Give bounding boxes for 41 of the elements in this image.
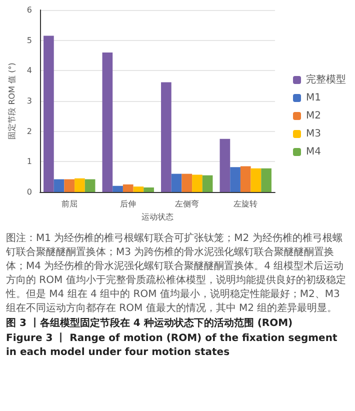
y-tick-label: 6 — [26, 6, 32, 14]
y-tick-label: 2 — [26, 126, 32, 136]
bar — [171, 174, 182, 192]
bar — [133, 186, 144, 192]
bar — [102, 52, 113, 192]
bar — [240, 166, 251, 192]
bar — [250, 168, 262, 192]
bar — [84, 179, 96, 192]
legend-label: M3 — [306, 128, 321, 140]
bar — [54, 179, 64, 192]
caption: Figure 3 丨 Range of motion (ROM) of the fixation segment in each model under four motion states — [6, 332, 338, 360]
bar — [161, 82, 172, 192]
bar — [230, 167, 240, 192]
legend-label: M1 — [306, 92, 321, 104]
text: 图注：M1 为经伤椎的椎弓根螺钉联合可扩张钛笼；M2 为经伤椎的椎弓根螺钉联合聚醚醚酮置换体；M3 为跨伤椎的骨水泥强化螺钉联合聚醚醚酮置换体；M4 为经伤椎的骨水泥强化螺钉联合聚醚醚酮置换体。4 组模型术后运动方向的 ROM 值均小于完整骨质疏松椎体模型，说明均能提供良好的初级稳定性。但是 M4 组在 4 组中的 ROM 值均最小，说明稳定性能最好；M2、M3 组在不同运动方向都存在 ROM 值最大的情况，其中 M2 组的差异最明显。 — [6, 232, 347, 316]
bar — [144, 187, 154, 192]
bar — [192, 174, 202, 192]
bar — [261, 168, 272, 192]
legend-label: 完整模型 — [306, 74, 346, 86]
y-tick-label: 4 — [26, 66, 32, 76]
y-axis-title: 固定节段 ROM 值 (°) — [8, 62, 16, 140]
y-tick-label: 1 — [26, 157, 32, 166]
bar — [44, 36, 54, 192]
bar — [182, 174, 192, 192]
y-tick-label: 0 — [26, 188, 32, 196]
bar — [122, 184, 134, 192]
x-tick-label: 后伸 — [120, 200, 136, 208]
legend-label: M4 — [306, 146, 321, 158]
bar — [112, 186, 123, 192]
x-tick-label: 左侧弯 — [174, 200, 199, 208]
legend-label: M2 — [306, 110, 321, 122]
caption: 图 3 丨各组模型固定节段在 4 种运动状态下的活动范围 (ROM) — [6, 317, 294, 331]
bar — [220, 138, 230, 192]
x-tick-label: 左旋转 — [234, 200, 258, 208]
x-axis-title: 运动状态 — [142, 212, 174, 222]
x-tick-label: 前屈 — [61, 200, 78, 208]
bar — [74, 178, 85, 192]
y-tick-label: 5 — [26, 36, 32, 45]
y-tick-label: 3 — [26, 96, 32, 106]
bar — [64, 179, 75, 192]
bar — [202, 175, 213, 192]
